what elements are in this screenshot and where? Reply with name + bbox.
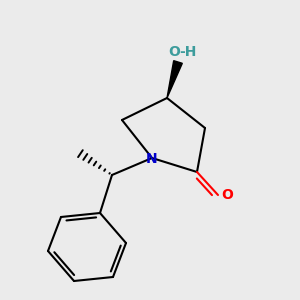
Text: O: O xyxy=(168,45,180,59)
Text: -H: -H xyxy=(179,45,197,59)
Text: O: O xyxy=(221,188,233,202)
Polygon shape xyxy=(167,61,182,98)
Text: N: N xyxy=(146,152,158,166)
